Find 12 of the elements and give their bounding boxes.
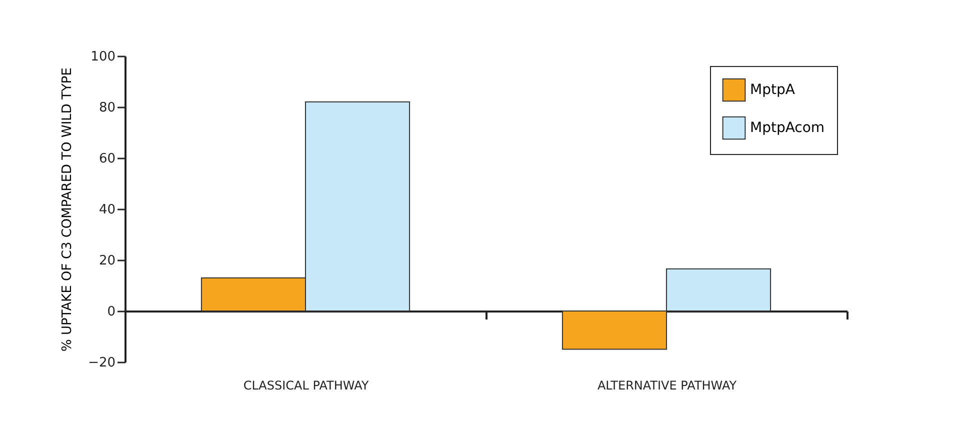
- y-tick-label: 80: [98, 100, 116, 116]
- y-tick-label: 60: [98, 152, 116, 166]
- y-tick-label: 40: [98, 202, 116, 218]
- x-tick-label: ALTERNATIVE PATHWAY: [597, 378, 738, 392]
- y-tick-label: 0: [107, 304, 116, 320]
- legend-label: MptpA: [750, 82, 796, 98]
- y-tick-label: 100: [90, 50, 116, 64]
- legend-label: MptpAcom: [750, 120, 825, 136]
- y-tick-label: 20: [98, 254, 116, 268]
- y-tick-label: −20: [88, 356, 116, 370]
- y-axis-title: % UPTAKE OF C3 COMPARED TO WILD TYPE: [60, 68, 76, 352]
- x-tick-label: CLASSICAL PATHWAY: [243, 378, 370, 392]
